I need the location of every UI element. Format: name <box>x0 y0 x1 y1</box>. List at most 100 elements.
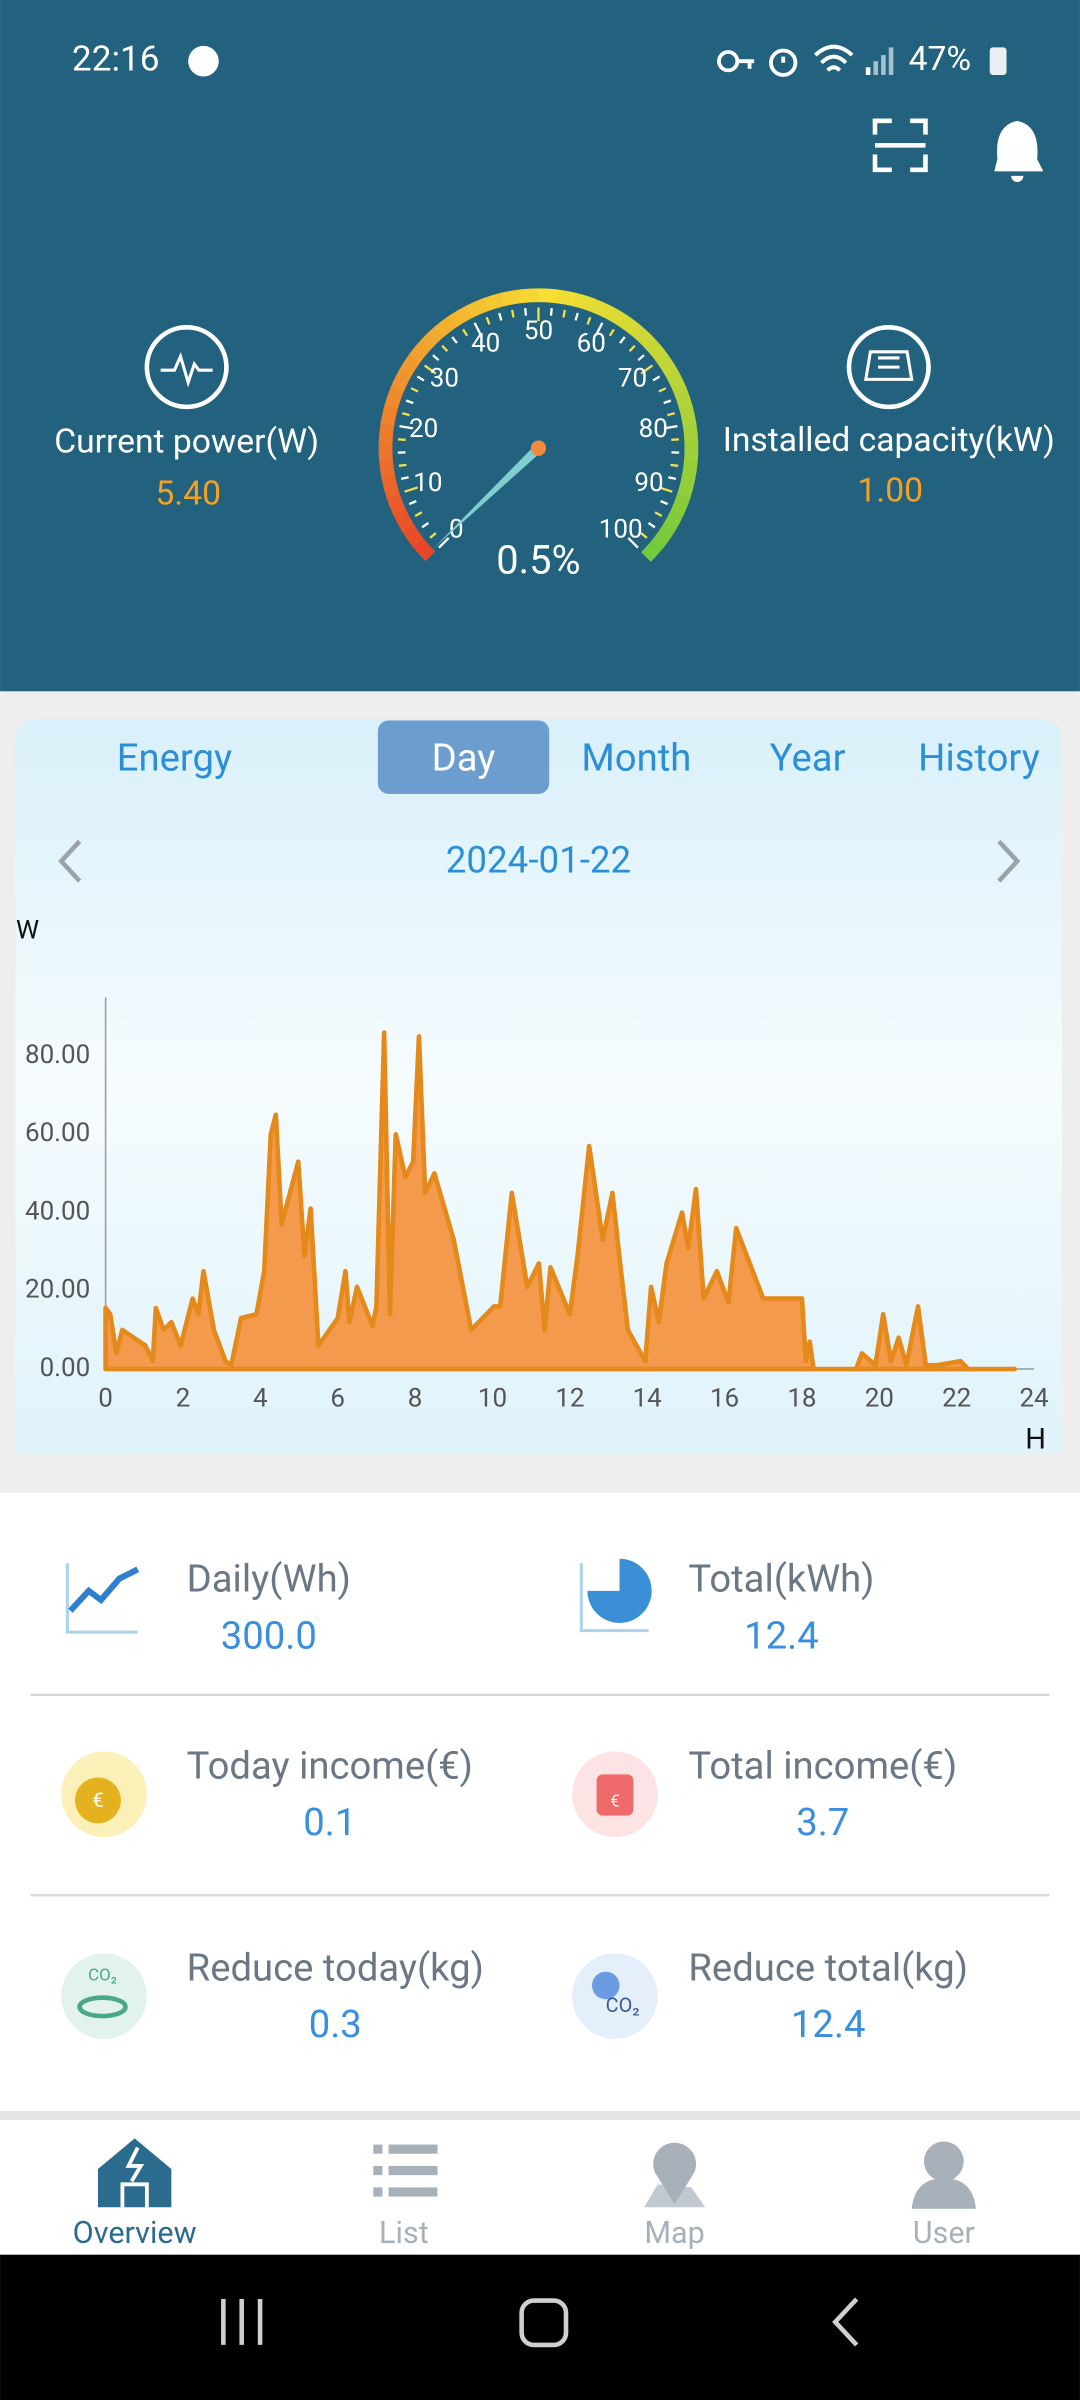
gauge-tick-label: 70 <box>618 364 647 394</box>
gauge-minor-tick <box>462 328 469 337</box>
x-tick-label: 24 <box>1019 1383 1049 1413</box>
x-tick-label: 14 <box>633 1383 663 1413</box>
gauge-tick-label: 50 <box>524 316 553 346</box>
power-icon <box>144 325 229 410</box>
gauge-arc <box>449 305 473 327</box>
gauge-minor-tick <box>595 322 604 336</box>
battery-icon <box>989 47 1007 75</box>
gauge-minor-tick <box>423 364 437 375</box>
gauge-arc <box>538 288 559 304</box>
gauge-minor-tick <box>510 309 515 318</box>
gauge-arc <box>434 314 459 338</box>
gauge-arc <box>679 404 697 427</box>
gauge-arc <box>384 386 404 409</box>
capacity-icon <box>846 325 931 410</box>
gauge-tick-label: 60 <box>577 328 606 358</box>
gauge-arc <box>681 459 698 481</box>
gauge-minor-tick <box>421 522 430 529</box>
gauge-arc <box>682 423 699 444</box>
next-date[interactable] <box>997 839 1021 883</box>
bell-button[interactable] <box>994 120 1044 183</box>
gauge-arc <box>619 315 643 338</box>
stat-label: Total income(€) <box>688 1744 957 1788</box>
gauge-minor-tick <box>400 476 409 481</box>
gauge-minor-tick <box>524 307 528 316</box>
nav-shadow <box>0 2110 1080 2121</box>
gauge-needle <box>433 444 542 549</box>
gauge-arc <box>656 354 679 378</box>
tab[interactable]: History <box>918 736 1040 780</box>
gauge-minor-tick <box>619 336 626 344</box>
x-tick-label: 2 <box>176 1383 191 1413</box>
gauge-tick-label: 40 <box>471 328 500 358</box>
system-buttons[interactable] <box>221 2297 859 2348</box>
gauge-minor-tick <box>485 316 491 325</box>
gauge-minor-tick <box>647 522 656 529</box>
stat-icons: € € CO₂ CO₂ <box>61 1558 658 2040</box>
gauge-minor-tick <box>660 499 669 506</box>
gauge-arc <box>380 403 399 426</box>
stats: Daily(Wh) 300.0 Total(kWh) 12.4 Today income… <box>187 1558 968 2047</box>
nav-item[interactable]: Overview <box>73 2216 197 2251</box>
gauge-arc <box>483 292 506 312</box>
x-tick-label: 0 <box>98 1383 113 1413</box>
gauge-minor-tick <box>640 532 648 539</box>
bottom-nav: Overview List Map User <box>73 2216 975 2251</box>
scan-button[interactable] <box>872 118 928 173</box>
gauge-arc <box>588 298 612 319</box>
x-axis-label: H <box>1025 1423 1046 1457</box>
gauge-minor-tick <box>416 375 425 382</box>
stat-label: Daily(Wh) <box>187 1558 351 1602</box>
gauge-minor-tick <box>451 336 458 344</box>
nav-icon-detail <box>120 2146 149 2208</box>
stat-label: Today income(€) <box>187 1744 473 1788</box>
gauge-tick-label: 20 <box>409 414 438 444</box>
gauge-tick-label: 0 <box>449 514 464 544</box>
stat-value: 3.7 <box>796 1801 849 1845</box>
status-icon <box>188 45 219 77</box>
gauge: 010 20 30 40 50 60 70 80 90 100 0.5% <box>378 288 699 583</box>
tabs: Energy Day Month Year History <box>117 720 1040 794</box>
y-tick-label: 20.00 <box>25 1275 90 1305</box>
x-tick-label: 12 <box>555 1383 584 1413</box>
x-tick-label: 18 <box>787 1383 816 1413</box>
gauge-arc <box>392 508 414 532</box>
gauge-arc <box>378 422 395 443</box>
gauge-arc <box>390 369 412 393</box>
y-tick-label: 40.00 <box>25 1196 90 1226</box>
nav-item[interactable]: Map <box>644 2216 705 2251</box>
svg-text:CO₂: CO₂ <box>88 1966 117 1986</box>
gauge-minor-tick <box>414 511 423 517</box>
tab[interactable]: Energy <box>117 736 232 780</box>
y-tick-label: 80.00 <box>25 1040 90 1070</box>
gauge-minor-tick <box>410 387 419 393</box>
tab[interactable]: Month <box>581 736 691 780</box>
prev-date[interactable] <box>58 839 82 883</box>
gauge-minor-tick <box>473 322 482 336</box>
gauge-arc <box>379 458 396 480</box>
status-battery: 47% <box>909 40 971 79</box>
gauge-arc <box>409 338 432 363</box>
gauge-minor-tick <box>404 486 419 493</box>
power-icon-pulse <box>160 351 213 388</box>
gauge-minor-tick <box>658 387 667 393</box>
capacity-label: Installed capacity(kW) <box>723 421 1055 460</box>
gauge-minor-tick <box>628 344 636 352</box>
nav-item[interactable]: User <box>913 2216 975 2251</box>
gauge-minor-tick <box>658 486 673 493</box>
gauge-minor-tick <box>586 316 592 325</box>
gauge-tick-label: 30 <box>430 364 459 394</box>
gauge-minor-tick <box>399 425 414 430</box>
stat-value: 12.4 <box>791 2003 866 2047</box>
tab[interactable]: Year <box>770 736 846 780</box>
gauge-arc <box>501 289 523 307</box>
gauge-arc <box>673 387 693 410</box>
tab[interactable]: Day <box>432 736 496 780</box>
gauge-minor-tick <box>637 354 645 362</box>
gauge-arc <box>645 339 669 364</box>
gauge-minor-tick <box>608 328 615 337</box>
x-tick-label: 22 <box>942 1383 971 1413</box>
gauge-tick-label: 100 <box>599 514 643 544</box>
nav-item[interactable]: List <box>379 2216 429 2251</box>
